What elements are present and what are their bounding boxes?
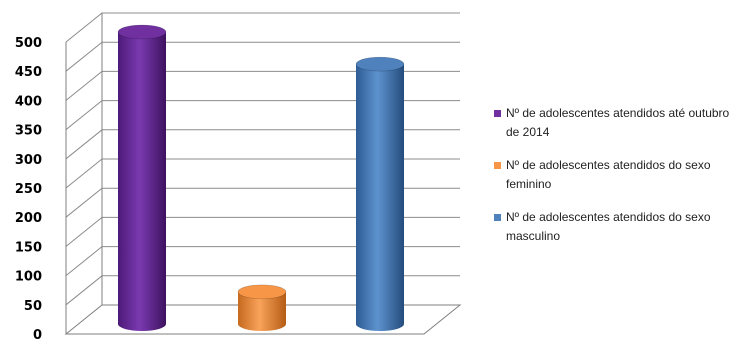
bar-body bbox=[356, 64, 404, 332]
bar-body bbox=[118, 32, 166, 331]
y-tick-label-300: 300 bbox=[15, 153, 42, 168]
y-tick-label-450: 450 bbox=[15, 65, 42, 80]
chart-walls bbox=[64, 13, 462, 335]
y-tick-label-0: 0 bbox=[33, 328, 42, 343]
bar-body bbox=[238, 291, 286, 331]
y-tick-label-100: 100 bbox=[15, 270, 42, 285]
y-tick-label-150: 150 bbox=[15, 240, 42, 255]
legend-item-female: Nº de adolescentes atendidos do sexo fem… bbox=[492, 156, 741, 208]
legend-item-male: Nº de adolescentes atendidos do sexo mas… bbox=[492, 208, 741, 260]
bar-top-cap bbox=[355, 56, 405, 72]
bar-male bbox=[355, 56, 405, 332]
y-tick-label-350: 350 bbox=[15, 124, 42, 139]
legend-swatch-male bbox=[494, 214, 501, 221]
bar-top-cap bbox=[117, 24, 167, 40]
bar-total bbox=[117, 24, 167, 331]
y-tick-label-50: 50 bbox=[24, 299, 42, 314]
legend-label-female: Nº de adolescentes atendidos do sexo fem… bbox=[506, 158, 711, 191]
chart-floor bbox=[64, 304, 462, 335]
y-tick-label-500: 500 bbox=[15, 36, 42, 51]
y-tick-label-400: 400 bbox=[15, 94, 42, 109]
legend-label-male: Nº de adolescentes atendidos do sexo mas… bbox=[506, 210, 711, 243]
y-tick-label-200: 200 bbox=[15, 211, 42, 226]
chart-bars bbox=[117, 24, 405, 332]
chart-legend: Nº de adolescentes atendidos até outubro… bbox=[492, 104, 741, 260]
y-tick-label-250: 250 bbox=[15, 182, 42, 197]
legend-label-total: Nº de adolescentes atendidos até outubro… bbox=[506, 106, 730, 139]
bar-top-cap bbox=[237, 284, 287, 300]
legend-swatch-total bbox=[494, 110, 501, 117]
y-axis-tick-labels: 0 50 100 150 200 250 300 350 400 450 500 bbox=[15, 36, 42, 343]
legend-swatch-female bbox=[494, 162, 501, 169]
legend-item-total: Nº de adolescentes atendidos até outubro… bbox=[492, 104, 741, 156]
bar-female bbox=[237, 284, 287, 331]
